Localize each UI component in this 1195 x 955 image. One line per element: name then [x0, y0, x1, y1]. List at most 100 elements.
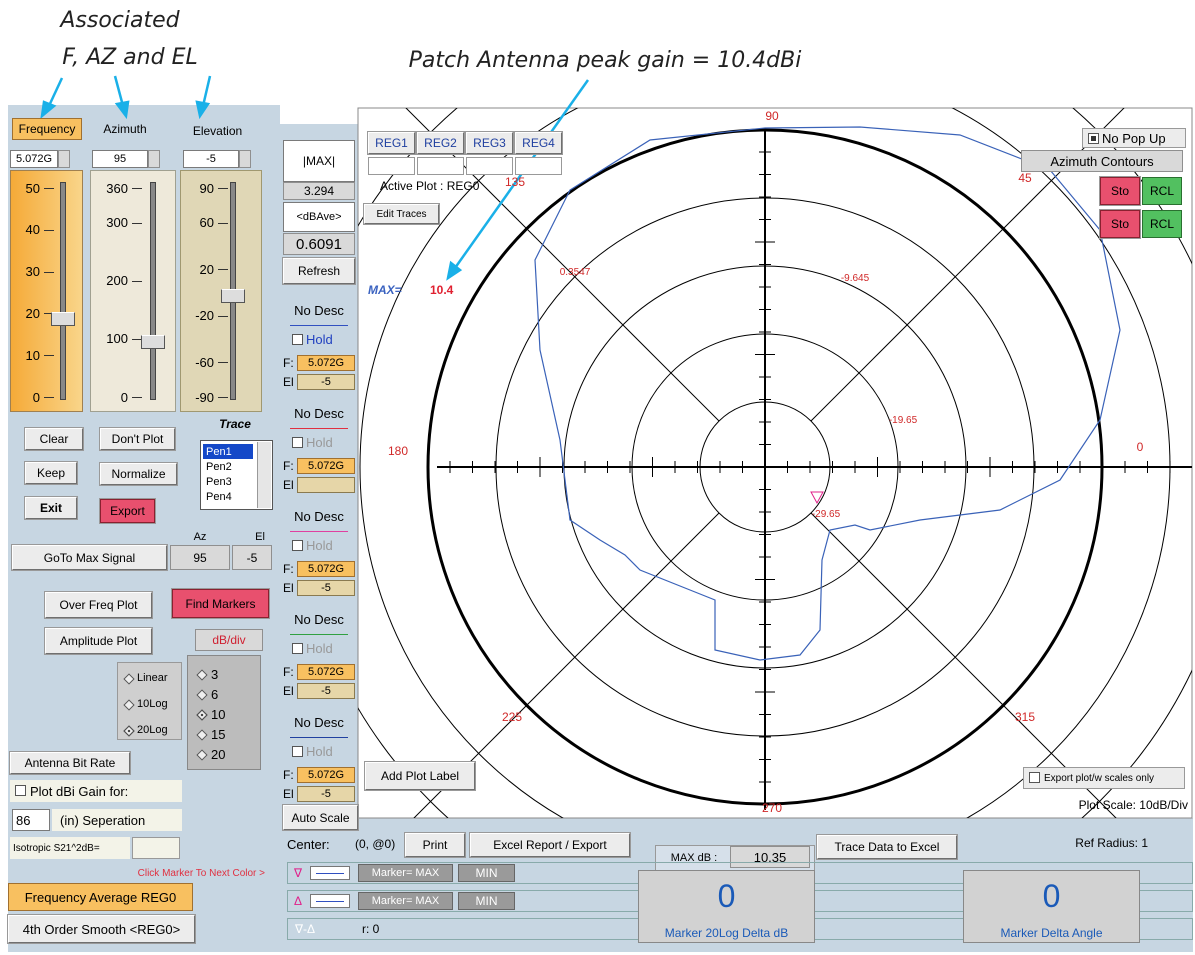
recall-button[interactable]: RCL: [1142, 210, 1182, 238]
store-button[interactable]: Sto: [1100, 177, 1140, 205]
scale-label: -90: [195, 389, 214, 405]
db-option: 20: [211, 746, 226, 762]
delta-box: [963, 870, 1140, 943]
db-option: 10: [211, 706, 226, 722]
marker-min-button[interactable]: MIN: [458, 864, 515, 882]
refresh-button[interactable]: Refresh: [283, 258, 355, 284]
ring-label: -9.645: [840, 272, 870, 284]
dont-plot-button[interactable]: Don't Plot: [100, 428, 175, 450]
radial-line: [810, 108, 1125, 422]
pen-item[interactable]: Pen2: [206, 460, 232, 473]
az-value: 95: [170, 545, 230, 570]
spin-button[interactable]: [148, 150, 160, 168]
scale-tick: [218, 269, 228, 271]
plot-area: [357, 107, 1193, 819]
slider-groove: [60, 182, 66, 400]
edit-traces-button[interactable]: Edit Traces: [364, 204, 439, 224]
delta-value: 0: [1042, 877, 1061, 914]
no-pop-up-box: [1082, 128, 1186, 148]
annotation-arrows: [40, 75, 590, 281]
isotropic-label: Isotropic S21^2dB=: [10, 837, 130, 859]
auto-scale-button[interactable]: Auto Scale: [283, 805, 358, 830]
pen-item[interactable]: Pen1: [203, 444, 253, 459]
db-div-label: dB/div: [195, 629, 263, 651]
reg-button[interactable]: REG2: [417, 132, 464, 154]
pen-desc: No Desc: [294, 508, 344, 524]
marker-symbol: ∇: [293, 866, 303, 880]
f-value[interactable]: 5.072G: [297, 561, 355, 577]
pen-color-line: [290, 634, 348, 635]
reg-slot: [368, 157, 415, 175]
f-value[interactable]: 5.072G: [297, 767, 355, 783]
plot-dbi-label: Plot dBi Gain for:: [30, 783, 129, 799]
spin-button[interactable]: [239, 150, 251, 168]
annotation: Patch Antenna peak gain = 10.4dBi: [408, 47, 802, 73]
antenna-bit-rate-button[interactable]: Antenna Bit Rate: [10, 752, 130, 774]
angle-label: 135: [504, 175, 526, 189]
scale-tick: [44, 355, 54, 357]
marker-min-button[interactable]: MIN: [458, 892, 515, 910]
marker-type-button[interactable]: Marker= MAX: [358, 892, 453, 910]
db-option: 15: [211, 726, 226, 742]
slider-thumb: [141, 335, 165, 349]
el-value: -5: [297, 786, 355, 802]
find-markers-button[interactable]: Find Markers: [172, 589, 269, 618]
separation-input[interactable]: 86: [12, 809, 50, 831]
pen-color-line: [290, 325, 348, 326]
amplitude-button[interactable]: Amplitude Plot: [45, 628, 152, 654]
over-freq-button[interactable]: Over Freq Plot: [45, 592, 152, 618]
normalize-button[interactable]: Normalize: [100, 463, 177, 485]
scale-tick: [218, 397, 228, 398]
reg-button[interactable]: REG3: [466, 132, 513, 154]
marker-type-button[interactable]: Marker= MAX: [358, 864, 453, 882]
azimuth-value[interactable]: 95: [92, 150, 148, 168]
el-label: El: [283, 375, 294, 389]
pen-item[interactable]: Pen3: [206, 475, 232, 488]
smooth-button[interactable]: 4th Order Smooth <REG0>: [8, 915, 195, 943]
scale-tick: [132, 338, 142, 340]
el-value: -5: [297, 580, 355, 596]
reg-button[interactable]: REG4: [515, 132, 562, 154]
pen-color-line: [290, 531, 348, 532]
clear-button[interactable]: Clear: [25, 428, 83, 450]
pen-item[interactable]: Pen4: [206, 490, 232, 503]
reg-button[interactable]: REG1: [368, 132, 415, 154]
store-button[interactable]: Sto: [1100, 210, 1140, 238]
frequency-button[interactable]: Frequency: [12, 118, 82, 140]
frequency-value[interactable]: 5.072G: [10, 150, 58, 168]
recall-button[interactable]: RCL: [1142, 177, 1182, 205]
elevation-value[interactable]: -5: [183, 150, 239, 168]
f-value[interactable]: 5.072G: [297, 664, 355, 680]
export-button[interactable]: Export: [100, 499, 155, 523]
radial-line: [405, 108, 720, 422]
pen-desc: No Desc: [294, 302, 344, 318]
print-button[interactable]: Print: [405, 833, 465, 857]
scale-tick: [218, 188, 228, 189]
el-label: El: [283, 684, 294, 698]
scale-tick: [218, 315, 228, 317]
exit-button[interactable]: Exit: [25, 497, 77, 519]
keep-button[interactable]: Keep: [25, 462, 77, 484]
scale-label: 30: [25, 264, 40, 280]
f-value[interactable]: 5.072G: [297, 458, 355, 474]
frequency-average-button[interactable]: Frequency Average REG0: [8, 883, 193, 911]
add-plot-label-button[interactable]: Add Plot Label: [365, 762, 475, 790]
ring-label: -19.65: [888, 414, 918, 426]
angle-label: 0: [1136, 440, 1144, 454]
separation-label: (in) Seperation: [52, 809, 182, 831]
scale-tick: [218, 362, 228, 364]
az-label: Az: [193, 531, 207, 543]
scale-tick: [132, 188, 142, 189]
goto-max-button[interactable]: GoTo Max Signal: [12, 545, 167, 570]
plot-scale-label: Plot Scale: 10dB/Div: [1078, 798, 1188, 812]
hold-label: Hold: [306, 331, 333, 347]
trace-to-excel-button[interactable]: Trace Data to Excel: [817, 835, 957, 859]
polar-grid: [358, 108, 1192, 818]
angle-label: 45: [1018, 171, 1032, 185]
excel-report-button[interactable]: Excel Report / Export: [470, 833, 630, 857]
spin-button[interactable]: [58, 150, 70, 168]
f-value[interactable]: 5.072G: [297, 355, 355, 371]
delta-value: 0: [717, 877, 736, 914]
